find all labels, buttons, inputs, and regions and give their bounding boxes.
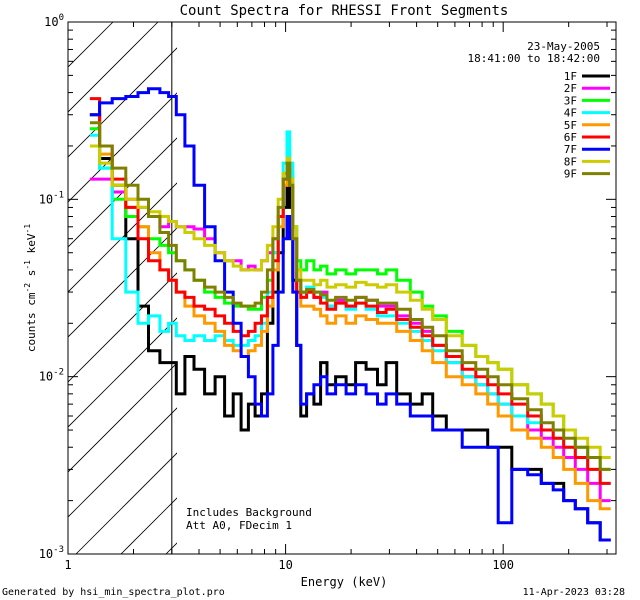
annotation-attenuator: Att A0, FDecim 1 [186,519,292,532]
legend-label-5f: 5F [564,119,577,132]
y-tick-label: 10-2 [39,368,64,384]
chart-title: Count Spectra for RHESSI Front Segments [180,3,509,19]
footer-generated-by: Generated by hsi_min_spectra_plot.pro [2,587,225,598]
series-line-6f [89,97,611,485]
hatch-line [75,452,177,554]
x-tick-label: 10 [278,558,292,572]
y-label-exp-3: -1 [23,224,32,234]
legend-label-6f: 6F [564,131,577,144]
hatch-line [68,407,177,518]
hatch-line [68,362,177,473]
hatch-line [68,272,177,383]
series-line-9f [89,121,611,471]
y-tick-label: 100 [44,13,64,29]
legend-label-4f: 4F [564,107,577,120]
legend-label-2f: 2F [564,82,577,95]
y-label-part-3: keV [25,233,38,260]
hatch-line [68,47,177,158]
annotation-background: Includes Background [186,506,312,519]
y-tick-label: 10-1 [39,190,64,206]
legend-label-1f: 1F [564,70,577,83]
y-label-part-1: counts cm [25,292,38,352]
hatch-line [68,182,177,293]
series-line-7f [89,87,611,542]
series-lines [89,87,611,542]
hatch-line [616,22,640,554]
legend-label-3f: 3F [564,94,577,107]
y-label-exp-2: -1 [23,260,32,270]
footer-timestamp: 11-Apr-2023 03:28 [523,587,625,598]
time-range-label: 18:41:00 to 18:42:00 [468,52,600,65]
hatch-line [68,92,177,203]
y-axis-label: counts cm-2 s-1 keV-1 [23,224,38,352]
series-line-8f [89,144,611,459]
date-label: 23-May-2005 [527,40,600,53]
hatched-region [68,22,640,554]
plot-frame [67,21,617,555]
hatch-line [68,227,177,338]
hatch-line [68,22,69,23]
axis-ticks: 1 10 100 100 10-1 10-2 10-3 [39,13,616,572]
x-tick-label: 100 [492,558,514,572]
y-label-exp-1: -2 [23,283,32,293]
y-tick-label: 10-3 [39,545,64,561]
hatch-line [68,22,159,113]
legend-label-9f: 9F [564,168,577,181]
hatch-line [68,22,114,68]
hatch-line [68,317,177,428]
series-line-5f [89,113,611,511]
x-axis-label: Energy (keV) [301,575,388,589]
hatch-line [68,137,177,248]
y-label-part-2: s [25,270,38,283]
legend-label-7f: 7F [564,143,577,156]
x-tick-label: 1 [64,558,71,572]
legend-label-8f: 8F [564,155,577,168]
